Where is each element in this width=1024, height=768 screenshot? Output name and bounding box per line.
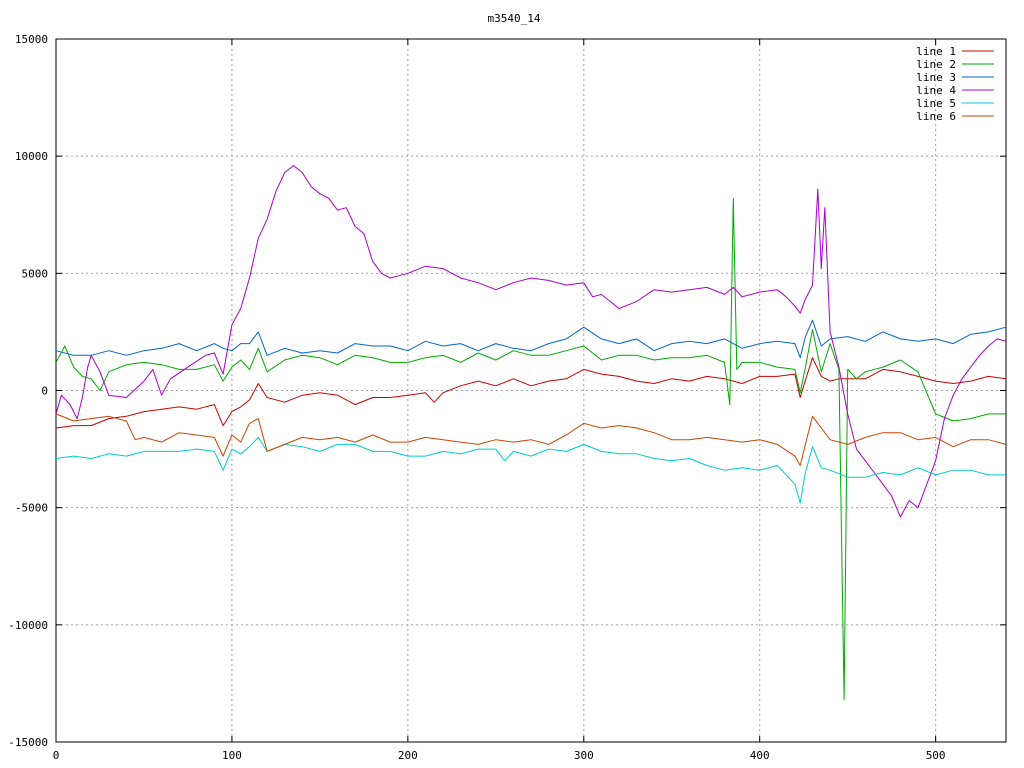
y-tick-label: 15000	[15, 33, 48, 46]
x-tick-label: 400	[750, 749, 770, 762]
legend-label: line 3	[916, 71, 956, 84]
x-tick-label: 0	[53, 749, 60, 762]
series-line-2	[55, 197, 1006, 701]
series-line-4	[55, 165, 1007, 518]
x-tick-label: 500	[926, 749, 946, 762]
legend-label: line 2	[916, 58, 956, 71]
series-line-6	[55, 413, 1007, 466]
series-line-1	[55, 357, 1007, 429]
y-tick-label: 5000	[22, 267, 49, 280]
y-tick-label: -5000	[15, 502, 48, 515]
y-tick-label: -10000	[8, 619, 48, 632]
y-tick-label: 10000	[15, 150, 48, 163]
legend-label: line 6	[916, 110, 956, 123]
series-line-5	[55, 436, 1006, 504]
series-lines	[55, 165, 1007, 701]
y-tick-label: 0	[41, 385, 48, 398]
grid-lines	[56, 39, 1006, 742]
legend-label: line 1	[916, 45, 956, 58]
x-tick-label: 100	[222, 749, 242, 762]
series-line-3	[55, 319, 1007, 359]
x-tick-label: 300	[574, 749, 594, 762]
x-tick-label: 200	[398, 749, 418, 762]
y-tick-label: -15000	[8, 736, 48, 749]
legend-label: line 5	[916, 97, 956, 110]
chart-title: m3540_14	[488, 12, 541, 25]
legend-label: line 4	[916, 84, 956, 97]
axis-ticks: 0 100 200 300 400 500 -15000 -10000 -5000 0 5000 10…	[8, 33, 1006, 762]
